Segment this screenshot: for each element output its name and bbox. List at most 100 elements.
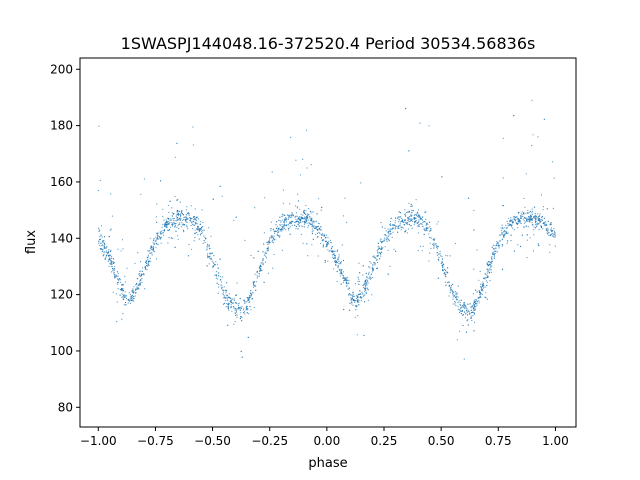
data-point <box>476 303 478 305</box>
data-point <box>501 232 503 235</box>
data-point <box>533 229 535 231</box>
data-point <box>380 255 382 257</box>
data-point <box>377 248 379 250</box>
data-point <box>250 293 252 295</box>
data-point <box>387 249 389 251</box>
data-point <box>374 263 376 265</box>
data-point <box>231 298 233 300</box>
data-point <box>308 222 310 224</box>
data-point <box>271 171 273 173</box>
data-point <box>363 283 365 285</box>
data-point <box>291 224 293 226</box>
data-point <box>405 229 407 231</box>
data-point <box>327 244 329 246</box>
data-point <box>110 228 112 230</box>
data-point <box>392 227 394 229</box>
data-point <box>204 242 206 244</box>
x-tick-label: −1.00 <box>80 434 117 448</box>
data-point <box>352 304 354 306</box>
data-point <box>338 263 340 265</box>
data-point <box>531 212 533 214</box>
data-point <box>343 277 345 279</box>
data-point <box>118 279 120 281</box>
data-point <box>495 247 497 249</box>
data-point <box>498 247 500 249</box>
data-point <box>296 207 298 209</box>
data-point <box>535 223 537 225</box>
data-point <box>231 301 233 303</box>
data-point <box>531 213 534 215</box>
data-point <box>354 300 356 302</box>
data-point <box>147 259 149 261</box>
data-point <box>295 220 298 222</box>
data-point <box>380 222 382 224</box>
data-point <box>252 292 254 294</box>
data-point <box>397 231 399 233</box>
data-point <box>161 233 163 235</box>
data-point <box>397 225 399 227</box>
data-point <box>490 266 492 268</box>
data-point <box>228 302 230 304</box>
data-point <box>218 286 220 288</box>
data-point <box>459 310 462 312</box>
data-point <box>507 232 509 234</box>
data-point <box>243 299 245 301</box>
data-point <box>358 278 360 280</box>
data-point <box>121 293 123 295</box>
data-point <box>136 278 139 280</box>
data-point <box>550 222 552 224</box>
data-point <box>258 275 260 277</box>
data-point <box>330 247 333 249</box>
data-point <box>534 212 536 214</box>
data-point <box>388 230 390 232</box>
data-point <box>381 246 383 248</box>
data-point <box>129 293 131 295</box>
data-point <box>227 306 229 308</box>
data-point <box>202 221 204 224</box>
data-point <box>357 301 359 303</box>
data-point <box>551 161 554 163</box>
data-point <box>326 243 328 245</box>
data-point <box>227 308 229 310</box>
data-point <box>348 309 351 311</box>
data-point <box>247 336 249 338</box>
data-point <box>297 223 299 225</box>
data-point <box>171 212 173 214</box>
data-point <box>487 276 489 278</box>
data-point <box>500 227 502 229</box>
data-point <box>102 244 104 246</box>
data-point <box>271 235 273 237</box>
data-point <box>549 244 551 246</box>
data-point <box>287 224 289 226</box>
data-point <box>137 252 139 254</box>
data-point <box>124 275 126 277</box>
data-point <box>146 262 148 264</box>
data-point <box>140 193 142 195</box>
data-point <box>400 226 402 228</box>
data-point <box>264 253 266 255</box>
data-point <box>241 316 243 318</box>
data-point <box>255 281 257 283</box>
data-point <box>185 209 188 211</box>
data-point <box>200 232 202 235</box>
data-point <box>239 306 242 308</box>
data-point <box>494 250 496 252</box>
data-point <box>206 243 209 245</box>
data-point <box>304 226 306 228</box>
data-point <box>249 297 251 299</box>
data-point <box>274 238 276 240</box>
data-point <box>206 249 208 251</box>
data-point <box>353 293 355 295</box>
data-point <box>107 253 109 255</box>
data-point <box>464 311 466 313</box>
data-point <box>334 257 336 259</box>
data-point <box>389 228 391 230</box>
data-point <box>457 305 459 307</box>
data-point <box>352 295 354 297</box>
data-point <box>505 224 507 226</box>
data-point <box>408 216 410 218</box>
data-point <box>295 228 297 230</box>
data-point <box>124 301 127 304</box>
data-point <box>107 260 109 262</box>
